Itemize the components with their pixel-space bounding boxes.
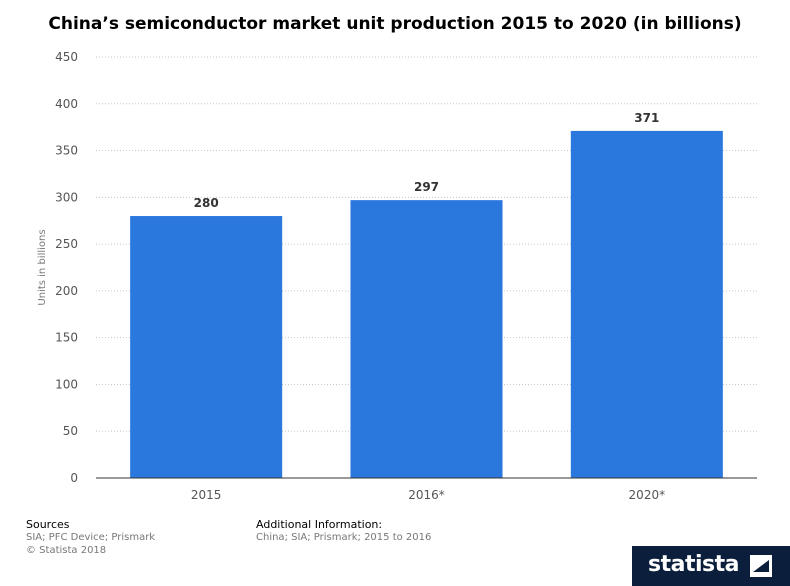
x-tick-label: 2015 [191,488,222,502]
sources-text: SIA; PFC Device; Prismark [26,532,156,543]
y-tick-label: 150 [55,331,78,345]
sources-block: Sources SIA; PFC Device; Prismark © Stat… [26,518,155,557]
data-labels: 280 297 371 [194,111,660,210]
data-label: 280 [194,196,219,210]
y-axis-ticks: 0 50 100 150 200 250 300 350 400 450 [55,50,78,485]
copyright-text: © Statista 2018 [26,545,107,556]
bar-2020[interactable] [570,130,723,479]
x-tick-label: 2016* [408,488,445,502]
y-axis-title: Units in billions [37,229,48,305]
x-axis-ticks: 2015 2016* 2020* [191,488,665,502]
chart-title: China’s semiconductor market unit produc… [48,14,742,34]
data-label: 371 [634,111,659,125]
y-tick-label: 100 [55,377,78,391]
additional-info-text: China; SIA; Prismark; 2015 to 2016 [256,532,432,543]
y-tick-label: 350 [55,144,78,158]
additional-info-block: Additional Information: China; SIA; Pris… [256,518,431,544]
bar-2016[interactable] [350,200,503,478]
y-tick-label: 450 [55,50,78,64]
y-tick-label: 400 [55,97,78,111]
sources-heading: Sources [26,518,70,531]
statista-logo-icon [750,555,772,577]
additional-info-heading: Additional Information: [256,518,383,531]
statista-wordmark: statista [648,552,739,577]
y-tick-label: 50 [63,424,78,438]
y-tick-label: 0 [70,471,78,485]
y-tick-label: 300 [55,190,78,204]
data-label: 297 [414,180,439,194]
bars [130,130,723,479]
statista-logo[interactable]: statista [632,546,790,586]
y-tick-label: 250 [55,237,78,251]
bar-2015[interactable] [130,216,283,479]
y-tick-label: 200 [55,284,78,298]
x-tick-label: 2020* [629,488,666,502]
